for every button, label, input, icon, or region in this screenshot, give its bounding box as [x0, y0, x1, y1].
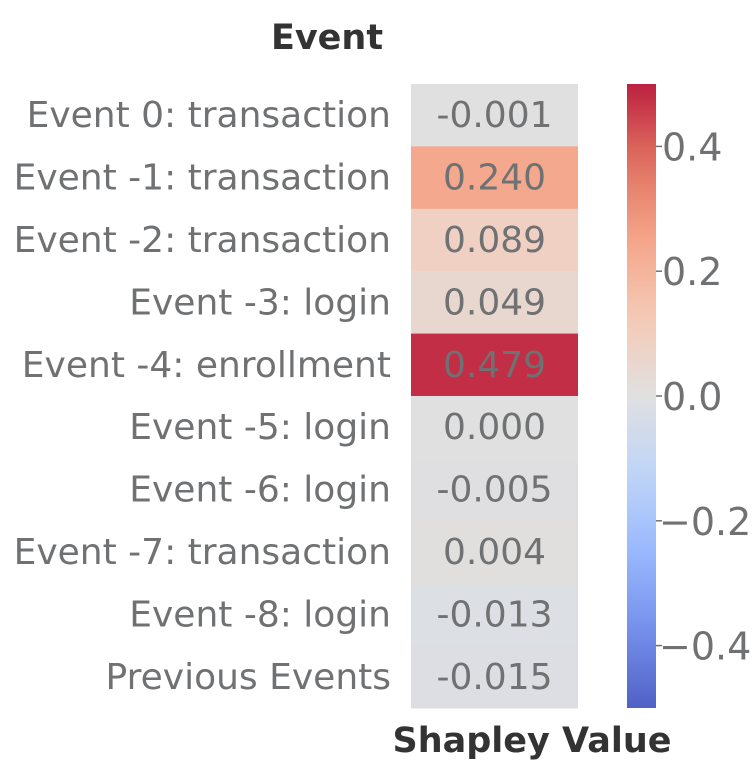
row-label: Event -3: login [129, 282, 391, 323]
cell-value-label: 0.004 [443, 532, 546, 573]
chart-title: Event [271, 18, 383, 58]
heatmap-cell [411, 583, 578, 647]
heatmap-cell [411, 146, 578, 210]
colorbar-gradient [627, 84, 656, 708]
row-label: Event -1: transaction [14, 158, 391, 199]
cell-value-label: 0.089 [443, 220, 546, 261]
row-label: Event 0: transaction [27, 95, 391, 136]
row-label: Event -4: enrollment [22, 345, 391, 386]
heatmap-cell [411, 333, 578, 397]
cell-value-label: -0.015 [436, 657, 552, 698]
row-label: Event -7: transaction [14, 532, 391, 573]
row-label: Event -8: login [129, 594, 391, 635]
cell-value-label: 0.049 [443, 282, 546, 323]
heatmap-cell [411, 271, 578, 335]
heatmap-rows: Event 0: transaction -0.001 Event -1: tran… [14, 84, 578, 709]
colorbar-tick-label: 0.4 [662, 125, 722, 169]
row-label: Event -2: transaction [14, 220, 391, 261]
heatmap-cell [411, 458, 578, 522]
row-label: Previous Events [106, 657, 391, 698]
cell-value-label: -0.005 [436, 470, 552, 511]
row-label: Event -6: login [129, 470, 391, 511]
cell-value-label: -0.001 [436, 95, 552, 136]
row-label: Event -5: login [129, 407, 391, 448]
cell-value-label: 0.000 [443, 407, 546, 448]
heatmap-cell [411, 84, 578, 147]
heatmap-cell [411, 396, 578, 459]
cell-value-label: 0.479 [443, 345, 546, 386]
heatmap-cell [411, 208, 578, 272]
heatmap-cell [411, 520, 578, 584]
cell-value-label: -0.013 [436, 594, 552, 635]
x-axis-label: Shapley Value [393, 721, 672, 761]
colorbar: 0.4 0.2 0.0 −0.2 −0.4 [627, 84, 751, 708]
colorbar-tick-label: 0.0 [662, 375, 722, 419]
colorbar-tick-label: 0.2 [662, 250, 722, 294]
cell-value-label: 0.240 [443, 158, 546, 199]
heatmap-cell [411, 645, 578, 709]
colorbar-tick-label: −0.2 [659, 500, 751, 544]
colorbar-tick-label: −0.4 [659, 625, 751, 669]
